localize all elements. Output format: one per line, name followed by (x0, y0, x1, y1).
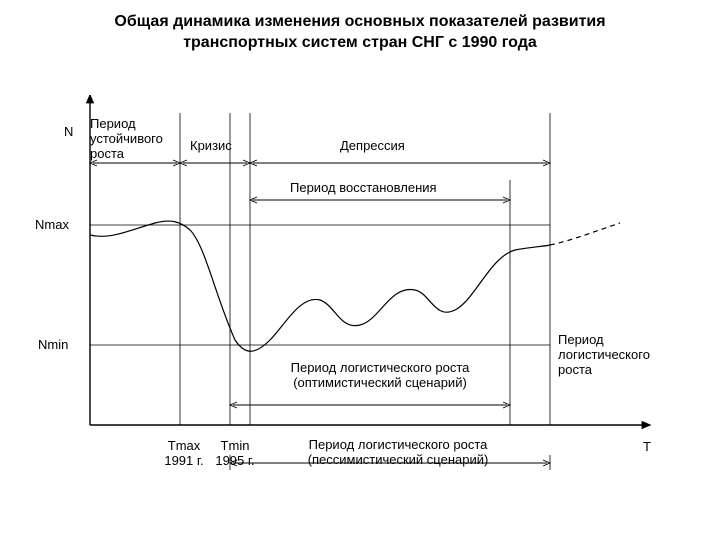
depression-label: Депрессия (340, 139, 405, 154)
title-line-1: Общая динамика изменения основных показа… (114, 13, 605, 30)
tmax-year: 1991 г. (164, 453, 203, 468)
tmax-label: Tmax 1991 г. (160, 438, 208, 468)
opt-growth-label: Период логистического роста (оптимистиче… (290, 361, 470, 391)
crisis-label: Кризис (190, 139, 232, 154)
recovery-label: Период восстановления (290, 181, 437, 196)
x-axis-label: T (643, 440, 651, 455)
stable-growth-label: Период устойчивого роста (90, 117, 170, 162)
log-growth-label: Период логистического роста (558, 333, 663, 378)
y-axis-label: N (64, 125, 73, 140)
tmax-text: Tmax (168, 438, 201, 453)
diagram-container: N T Nmax Nmin Период устойчивого роста К… (60, 95, 660, 495)
tmin-year: 1995 г. (215, 453, 254, 468)
nmin-label: Nmin (38, 338, 68, 353)
title-line-2: транспортных систем стран СНГ с 1990 год… (183, 34, 537, 51)
page-title: Общая динамика изменения основных показа… (0, 0, 720, 58)
nmax-label: Nmax (35, 218, 69, 233)
pes-growth-label: Период логистического роста (пессимистич… (288, 438, 508, 468)
tmin-text: Tmin (221, 438, 250, 453)
tmin-label: Tmin 1995 г. (210, 438, 260, 468)
